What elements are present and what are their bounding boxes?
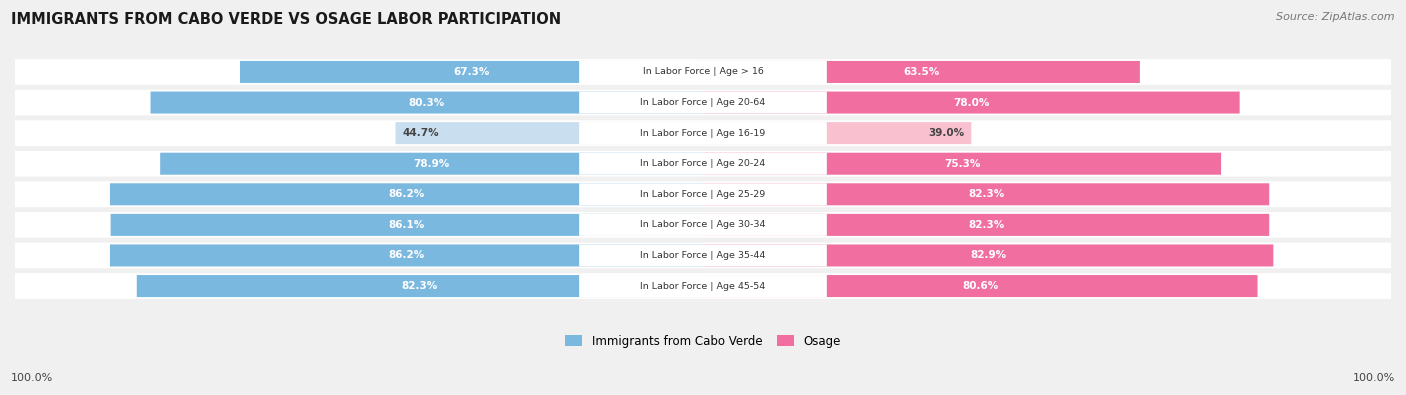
Text: In Labor Force | Age 25-29: In Labor Force | Age 25-29 [640, 190, 766, 199]
FancyBboxPatch shape [703, 153, 1220, 175]
Text: 86.2%: 86.2% [388, 189, 425, 199]
FancyBboxPatch shape [110, 183, 703, 205]
Text: 44.7%: 44.7% [402, 128, 439, 138]
Text: In Labor Force | Age 20-24: In Labor Force | Age 20-24 [640, 159, 766, 168]
FancyBboxPatch shape [703, 245, 1274, 267]
Text: In Labor Force | Age 30-34: In Labor Force | Age 30-34 [640, 220, 766, 229]
Text: 63.5%: 63.5% [903, 67, 939, 77]
FancyBboxPatch shape [579, 183, 827, 205]
Text: 39.0%: 39.0% [928, 128, 965, 138]
Legend: Immigrants from Cabo Verde, Osage: Immigrants from Cabo Verde, Osage [565, 335, 841, 348]
FancyBboxPatch shape [579, 122, 827, 144]
FancyBboxPatch shape [111, 214, 703, 236]
FancyBboxPatch shape [703, 183, 1270, 205]
Text: 78.9%: 78.9% [413, 159, 450, 169]
Text: In Labor Force | Age 35-44: In Labor Force | Age 35-44 [640, 251, 766, 260]
FancyBboxPatch shape [110, 245, 703, 267]
Text: 86.2%: 86.2% [388, 250, 425, 260]
FancyBboxPatch shape [150, 92, 703, 113]
Text: In Labor Force | Age 16-19: In Labor Force | Age 16-19 [640, 129, 766, 137]
FancyBboxPatch shape [15, 120, 1391, 146]
Text: 82.3%: 82.3% [402, 281, 439, 291]
FancyBboxPatch shape [136, 275, 703, 297]
FancyBboxPatch shape [15, 243, 1391, 268]
FancyBboxPatch shape [15, 151, 1391, 177]
FancyBboxPatch shape [703, 122, 972, 144]
Text: 75.3%: 75.3% [943, 159, 980, 169]
Text: 67.3%: 67.3% [453, 67, 489, 77]
FancyBboxPatch shape [703, 61, 1140, 83]
Text: 100.0%: 100.0% [1353, 373, 1395, 383]
FancyBboxPatch shape [240, 61, 703, 83]
Text: 82.3%: 82.3% [967, 220, 1004, 230]
Text: In Labor Force | Age 20-64: In Labor Force | Age 20-64 [640, 98, 766, 107]
Text: Source: ZipAtlas.com: Source: ZipAtlas.com [1277, 12, 1395, 22]
Text: 78.0%: 78.0% [953, 98, 990, 107]
FancyBboxPatch shape [15, 59, 1391, 85]
Text: 80.3%: 80.3% [409, 98, 444, 107]
FancyBboxPatch shape [15, 181, 1391, 207]
Text: 82.3%: 82.3% [967, 189, 1004, 199]
FancyBboxPatch shape [703, 92, 1240, 113]
FancyBboxPatch shape [160, 153, 703, 175]
FancyBboxPatch shape [579, 214, 827, 236]
Text: In Labor Force | Age 45-54: In Labor Force | Age 45-54 [640, 282, 766, 291]
FancyBboxPatch shape [579, 245, 827, 267]
FancyBboxPatch shape [395, 122, 703, 144]
FancyBboxPatch shape [703, 275, 1257, 297]
FancyBboxPatch shape [703, 214, 1270, 236]
Text: IMMIGRANTS FROM CABO VERDE VS OSAGE LABOR PARTICIPATION: IMMIGRANTS FROM CABO VERDE VS OSAGE LABO… [11, 12, 561, 27]
Text: 100.0%: 100.0% [11, 373, 53, 383]
FancyBboxPatch shape [15, 212, 1391, 238]
FancyBboxPatch shape [579, 153, 827, 175]
FancyBboxPatch shape [579, 61, 827, 83]
Text: 80.6%: 80.6% [962, 281, 998, 291]
FancyBboxPatch shape [579, 92, 827, 113]
FancyBboxPatch shape [15, 90, 1391, 115]
Text: 86.1%: 86.1% [388, 220, 425, 230]
Text: 82.9%: 82.9% [970, 250, 1007, 260]
FancyBboxPatch shape [579, 275, 827, 297]
FancyBboxPatch shape [15, 273, 1391, 299]
Text: In Labor Force | Age > 16: In Labor Force | Age > 16 [643, 68, 763, 77]
